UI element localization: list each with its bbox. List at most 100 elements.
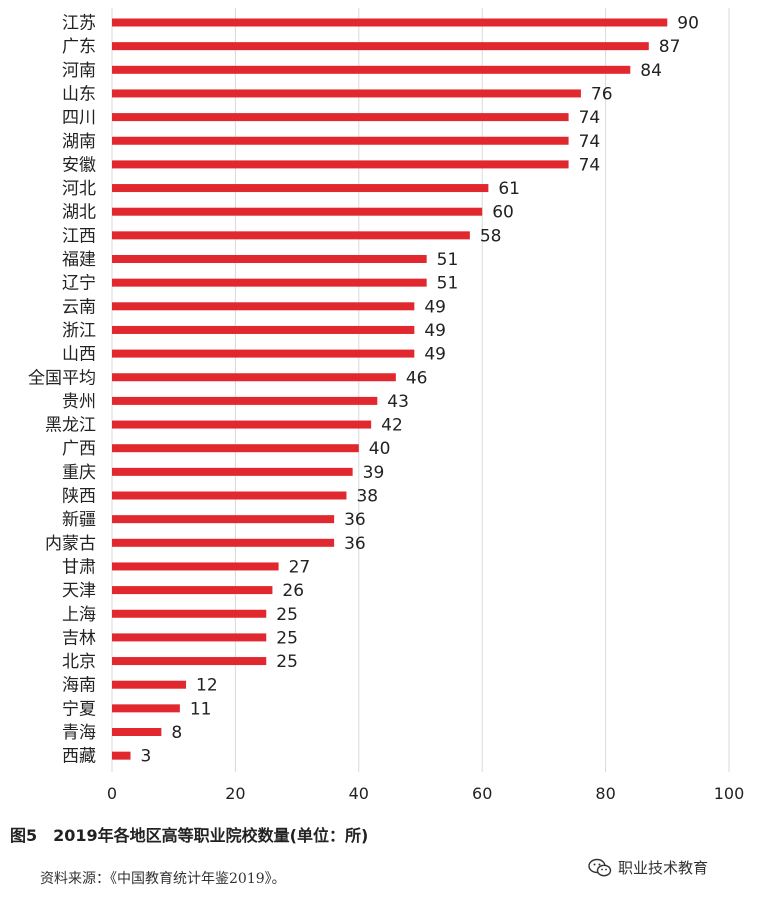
- category-label: 山东: [62, 84, 96, 104]
- category-labels: 江苏广东河南山东四川湖南安徽河北湖北江西福建辽宁云南浙江山西全国平均贵州黑龙江广…: [28, 14, 96, 767]
- value-label: 25: [276, 628, 298, 648]
- category-label: 新疆: [62, 510, 96, 530]
- category-label: 江西: [62, 226, 96, 246]
- bar: [112, 491, 347, 500]
- bar: [112, 42, 649, 51]
- bar: [112, 278, 427, 287]
- category-label: 西藏: [62, 747, 96, 767]
- bar: [112, 18, 668, 27]
- bar: [112, 113, 569, 122]
- value-label: 36: [344, 510, 366, 530]
- bar: [112, 586, 273, 595]
- value-label: 74: [579, 132, 601, 152]
- value-label: 38: [356, 487, 378, 507]
- x-tick-label: 40: [349, 784, 369, 803]
- category-label: 黑龙江: [45, 416, 96, 436]
- category-label: 辽宁: [62, 274, 96, 294]
- x-tick-label: 20: [225, 784, 245, 803]
- category-label: 宁夏: [62, 699, 96, 719]
- bar: [112, 467, 353, 476]
- value-labels: 90 87 84 76 74 74 74 61 60 58 51 51 49 49 49 46 43 42 40 39…: [141, 14, 699, 767]
- x-tick-label: 80: [595, 784, 615, 803]
- value-label: 27: [289, 557, 311, 577]
- value-label: 25: [276, 605, 298, 625]
- category-label: 吉林: [62, 628, 96, 648]
- category-label: 四川: [62, 108, 96, 128]
- category-label: 重庆: [62, 463, 96, 483]
- category-label: 天津: [62, 581, 96, 601]
- bar: [112, 255, 427, 263]
- value-label: 25: [276, 652, 298, 672]
- bar: [112, 302, 415, 311]
- bar: [112, 396, 378, 405]
- value-label: 74: [579, 108, 601, 128]
- wechat-icon: [588, 858, 612, 876]
- bar: [112, 538, 335, 547]
- figure-caption: 图5 2019年各地区高等职业院校数量(单位：所): [10, 826, 369, 845]
- value-label: 90: [677, 14, 699, 34]
- value-label: 51: [437, 274, 459, 294]
- bar: [112, 420, 372, 429]
- category-label: 贵州: [62, 392, 96, 412]
- value-label: 76: [591, 84, 613, 104]
- bar: [112, 349, 415, 358]
- value-label: 51: [437, 250, 459, 270]
- value-label: 12: [196, 676, 218, 696]
- value-label: 42: [381, 416, 403, 436]
- bar: [112, 704, 180, 713]
- category-label: 广西: [62, 439, 96, 459]
- bar: [112, 562, 279, 571]
- category-label: 安徽: [62, 155, 96, 175]
- bar: [112, 325, 415, 334]
- grid-lines: [111, 8, 730, 772]
- bar-chart: 江苏广东河南山东四川湖南安徽河北湖北江西福建辽宁云南浙江山西全国平均贵州黑龙江广…: [28, 8, 744, 803]
- category-label: 浙江: [62, 321, 96, 341]
- value-label: 40: [369, 439, 391, 459]
- bar: [112, 184, 489, 193]
- source-note: 资料来源：《中国教育统计年鉴2019》。: [40, 871, 286, 887]
- bar: [112, 373, 396, 382]
- value-label: 39: [363, 463, 385, 483]
- bar: [112, 444, 359, 453]
- category-label: 上海: [62, 605, 96, 625]
- bar: [112, 515, 335, 524]
- bar: [112, 207, 483, 216]
- x-tick-label: 100: [714, 784, 745, 803]
- bar: [112, 657, 267, 666]
- category-label: 山西: [62, 345, 96, 365]
- category-label: 广东: [62, 37, 96, 57]
- bar: [112, 89, 581, 98]
- category-label: 青海: [62, 723, 96, 743]
- category-label: 北京: [62, 652, 96, 672]
- category-label: 福建: [62, 250, 96, 270]
- category-label: 海南: [62, 676, 96, 696]
- bar: [112, 65, 631, 74]
- category-label: 河北: [62, 179, 96, 199]
- category-label: 陕西: [62, 487, 96, 507]
- category-label: 湖南: [62, 132, 96, 152]
- value-label: 26: [282, 581, 304, 601]
- value-label: 11: [190, 699, 212, 719]
- bar: [112, 136, 569, 145]
- bar: [112, 680, 187, 689]
- value-label: 60: [492, 203, 514, 223]
- category-label: 湖北: [62, 203, 96, 223]
- value-label: 61: [498, 179, 520, 199]
- value-label: 46: [406, 368, 428, 388]
- bar: [112, 609, 267, 618]
- category-label: 甘肃: [62, 557, 96, 577]
- value-label: 43: [387, 392, 409, 412]
- watermark-text: 职业技术教育: [618, 859, 709, 877]
- x-tick-label: 60: [472, 784, 492, 803]
- bar: [112, 160, 569, 169]
- value-label: 87: [659, 37, 681, 57]
- x-axis-ticks: 0 20 40 60 80 100: [107, 784, 744, 803]
- value-label: 84: [640, 61, 662, 81]
- bar: [112, 751, 131, 760]
- bar: [112, 728, 162, 736]
- value-label: 3: [141, 747, 152, 767]
- value-label: 36: [344, 534, 366, 554]
- category-label: 云南: [62, 297, 96, 317]
- bar: [112, 231, 470, 240]
- category-label: 江苏: [62, 14, 96, 34]
